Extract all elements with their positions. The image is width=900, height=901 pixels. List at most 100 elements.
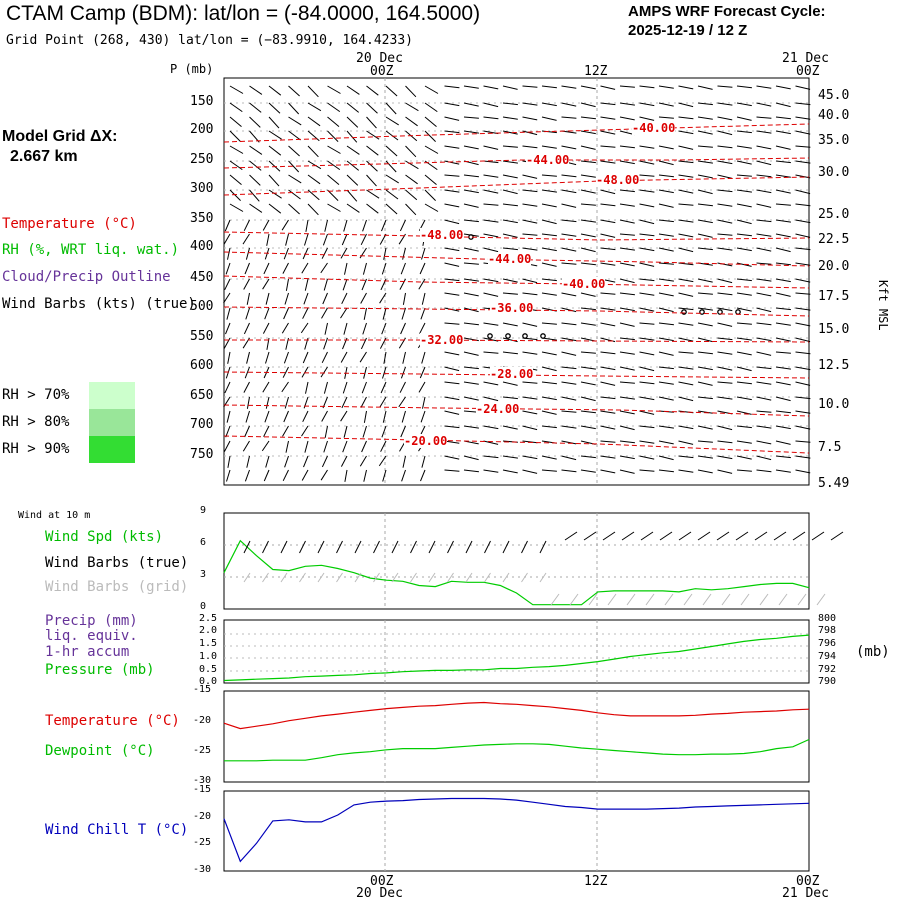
wind-barb bbox=[379, 292, 387, 304]
wind-barb bbox=[463, 219, 479, 223]
wind-barb bbox=[697, 116, 713, 120]
precip-accum-label: 1-hr accum bbox=[45, 644, 130, 660]
wind-barb bbox=[227, 351, 231, 364]
windchill-ytick: -15 bbox=[193, 784, 212, 795]
wind-barb bbox=[444, 203, 460, 208]
wind-barb bbox=[756, 130, 772, 134]
wind-barb bbox=[522, 469, 538, 474]
wind-barb bbox=[619, 410, 635, 415]
wind-barb bbox=[541, 116, 557, 121]
wind-barb bbox=[561, 85, 577, 89]
wind-barb bbox=[385, 85, 398, 97]
wind-barb bbox=[363, 410, 367, 423]
wind-barb bbox=[756, 396, 772, 401]
wind-barb bbox=[288, 116, 302, 126]
wind-barb bbox=[619, 337, 635, 341]
wind-barb bbox=[463, 469, 479, 473]
wind-barb bbox=[288, 174, 302, 184]
wind-barb bbox=[522, 425, 538, 431]
wind-barb bbox=[619, 440, 635, 444]
wind-barb bbox=[419, 366, 426, 379]
wind-barb bbox=[483, 116, 499, 120]
wind-barb bbox=[226, 469, 231, 482]
wind-barb bbox=[262, 381, 270, 393]
isotherm-line bbox=[223, 404, 810, 417]
wind-barb bbox=[444, 262, 460, 267]
wind-barb bbox=[639, 262, 655, 267]
wind-barb bbox=[736, 85, 752, 89]
wind-barb bbox=[600, 425, 616, 430]
wind-barb bbox=[405, 174, 418, 185]
grid-point-label: Grid Point (268, 430) lat/lon = (−83.991… bbox=[6, 33, 413, 48]
wind-barb bbox=[736, 396, 752, 401]
precip-ytick: 2.0 bbox=[199, 625, 218, 636]
surface-wind-barb bbox=[299, 540, 306, 554]
wind-barb bbox=[245, 410, 250, 423]
wind-barb bbox=[580, 189, 596, 194]
wind-barb bbox=[522, 351, 538, 355]
wind-barb bbox=[360, 233, 367, 246]
wind-barb bbox=[580, 396, 596, 402]
isotherm-label: -44.00 bbox=[526, 153, 570, 167]
wind-barb bbox=[678, 247, 694, 253]
wind-barb bbox=[463, 247, 479, 252]
wind-barb bbox=[600, 130, 616, 135]
wind-barb bbox=[678, 396, 694, 402]
wind-barb bbox=[561, 262, 577, 265]
wind-barb bbox=[265, 292, 270, 305]
wind-barb bbox=[717, 278, 733, 284]
wind-barb bbox=[483, 145, 499, 150]
wind-barb bbox=[541, 233, 557, 237]
wind-barb bbox=[344, 262, 348, 275]
wind-barb bbox=[795, 455, 811, 459]
wind-barb bbox=[424, 174, 437, 185]
wind-barb bbox=[321, 307, 328, 319]
wind-barb bbox=[580, 102, 596, 108]
surface-wind-barb bbox=[602, 531, 616, 541]
pressure-ytick: 798 bbox=[818, 625, 837, 636]
wind-barb bbox=[399, 278, 406, 290]
wind-barb bbox=[380, 381, 387, 394]
wind-barb bbox=[362, 219, 367, 232]
wind-barb bbox=[444, 469, 460, 472]
forecast-cycle-title: AMPS WRF Forecast Cycle: bbox=[628, 3, 826, 20]
wind-barb bbox=[775, 469, 791, 473]
wind-barb bbox=[502, 247, 518, 251]
wind-barb bbox=[600, 116, 616, 120]
surface-grid-barb bbox=[816, 593, 826, 606]
wind-barb bbox=[424, 203, 439, 212]
wind-barb bbox=[697, 292, 713, 295]
dewpoint-label: Dewpoint (°C) bbox=[45, 743, 155, 759]
wind-barb bbox=[483, 233, 499, 238]
wind-barb bbox=[263, 425, 270, 437]
wind-barb bbox=[242, 440, 250, 452]
precip-liq-label: liq. equiv. bbox=[45, 628, 138, 644]
wind-barb bbox=[619, 469, 635, 474]
wind-barb bbox=[717, 145, 733, 149]
wind-barb bbox=[775, 337, 791, 342]
isotherm-line bbox=[223, 123, 810, 143]
wind-barb bbox=[463, 145, 479, 150]
wind-barb bbox=[522, 440, 538, 444]
wind-barb bbox=[541, 425, 557, 429]
wind-barb bbox=[288, 102, 300, 115]
wind-barb bbox=[736, 160, 752, 165]
pressure-tick: 200 bbox=[190, 122, 214, 137]
wind-barb bbox=[502, 85, 518, 90]
wind-barb bbox=[736, 130, 752, 134]
wind-barb bbox=[424, 145, 439, 154]
wind-barb bbox=[483, 381, 499, 386]
wind-barb bbox=[323, 381, 328, 394]
wind-barb bbox=[229, 203, 244, 212]
wind-barbs-grid-label: Wind Barbs (grid) bbox=[45, 579, 189, 595]
wind-barb bbox=[717, 366, 733, 371]
surface-wind-barb bbox=[678, 531, 692, 541]
wind-barb bbox=[502, 455, 518, 459]
wind-barb bbox=[580, 292, 596, 297]
wind-barb bbox=[775, 307, 791, 311]
wind-barb bbox=[795, 233, 811, 238]
wind-barb bbox=[580, 307, 596, 311]
wind-barb bbox=[444, 381, 460, 385]
wind-barb bbox=[421, 455, 426, 468]
wind-barb bbox=[795, 366, 811, 371]
